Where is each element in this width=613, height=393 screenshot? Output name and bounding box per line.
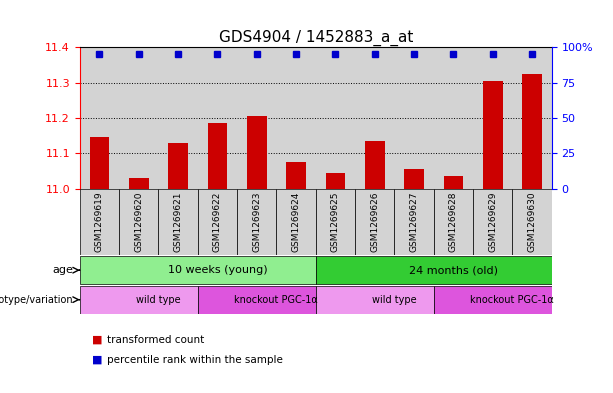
Text: knockout PGC-1α: knockout PGC-1α xyxy=(471,295,554,305)
Bar xyxy=(197,47,237,189)
Bar xyxy=(197,285,316,314)
Bar xyxy=(434,189,473,255)
Text: ■: ■ xyxy=(92,335,102,345)
Text: wild type: wild type xyxy=(136,295,181,305)
Text: GSM1269627: GSM1269627 xyxy=(409,192,419,252)
Text: GSM1269620: GSM1269620 xyxy=(134,192,143,252)
Bar xyxy=(247,116,267,189)
Bar xyxy=(316,285,434,314)
Text: GSM1269628: GSM1269628 xyxy=(449,192,458,252)
Bar xyxy=(276,47,316,189)
Bar xyxy=(483,81,503,189)
Bar xyxy=(119,47,158,189)
Bar xyxy=(158,47,198,189)
Text: 24 months (old): 24 months (old) xyxy=(409,265,498,275)
Bar xyxy=(316,256,552,285)
Text: GSM1269622: GSM1269622 xyxy=(213,192,222,252)
Bar xyxy=(168,143,188,189)
Bar xyxy=(89,138,109,189)
Bar xyxy=(512,189,552,255)
Text: percentile rank within the sample: percentile rank within the sample xyxy=(107,354,283,365)
Bar xyxy=(237,189,276,255)
Bar xyxy=(197,189,237,255)
Bar xyxy=(512,47,552,189)
Bar xyxy=(326,173,345,189)
Text: 10 weeks (young): 10 weeks (young) xyxy=(167,265,267,275)
Bar xyxy=(473,47,512,189)
Bar xyxy=(208,123,227,189)
Text: GSM1269624: GSM1269624 xyxy=(292,192,300,252)
Bar xyxy=(158,189,198,255)
Bar xyxy=(276,189,316,255)
Bar xyxy=(316,189,355,255)
Bar xyxy=(316,47,355,189)
Bar xyxy=(129,178,148,189)
Text: knockout PGC-1α: knockout PGC-1α xyxy=(235,295,318,305)
Bar xyxy=(80,256,316,285)
Bar xyxy=(365,141,384,189)
Text: ■: ■ xyxy=(92,354,102,365)
Bar xyxy=(237,47,276,189)
Text: GSM1269630: GSM1269630 xyxy=(528,192,536,252)
Text: wild type: wild type xyxy=(372,295,417,305)
Text: GSM1269619: GSM1269619 xyxy=(95,192,104,252)
Bar xyxy=(394,47,434,189)
Text: GSM1269621: GSM1269621 xyxy=(173,192,183,252)
Bar xyxy=(286,162,306,189)
Bar xyxy=(404,169,424,189)
Bar xyxy=(355,189,394,255)
Bar xyxy=(473,189,512,255)
Text: GSM1269623: GSM1269623 xyxy=(252,192,261,252)
Bar xyxy=(80,47,119,189)
Bar xyxy=(522,74,542,189)
Bar xyxy=(394,189,434,255)
Text: GSM1269625: GSM1269625 xyxy=(331,192,340,252)
Text: genotype/variation: genotype/variation xyxy=(0,295,74,305)
Text: transformed count: transformed count xyxy=(107,335,205,345)
Bar xyxy=(355,47,394,189)
Text: age: age xyxy=(53,265,74,275)
Bar xyxy=(119,189,158,255)
Title: GDS4904 / 1452883_a_at: GDS4904 / 1452883_a_at xyxy=(218,29,413,46)
Bar xyxy=(434,47,473,189)
Text: GSM1269626: GSM1269626 xyxy=(370,192,379,252)
Text: GSM1269629: GSM1269629 xyxy=(488,192,497,252)
Bar xyxy=(434,285,552,314)
Bar xyxy=(80,189,119,255)
Bar xyxy=(444,176,463,189)
Bar xyxy=(80,285,197,314)
